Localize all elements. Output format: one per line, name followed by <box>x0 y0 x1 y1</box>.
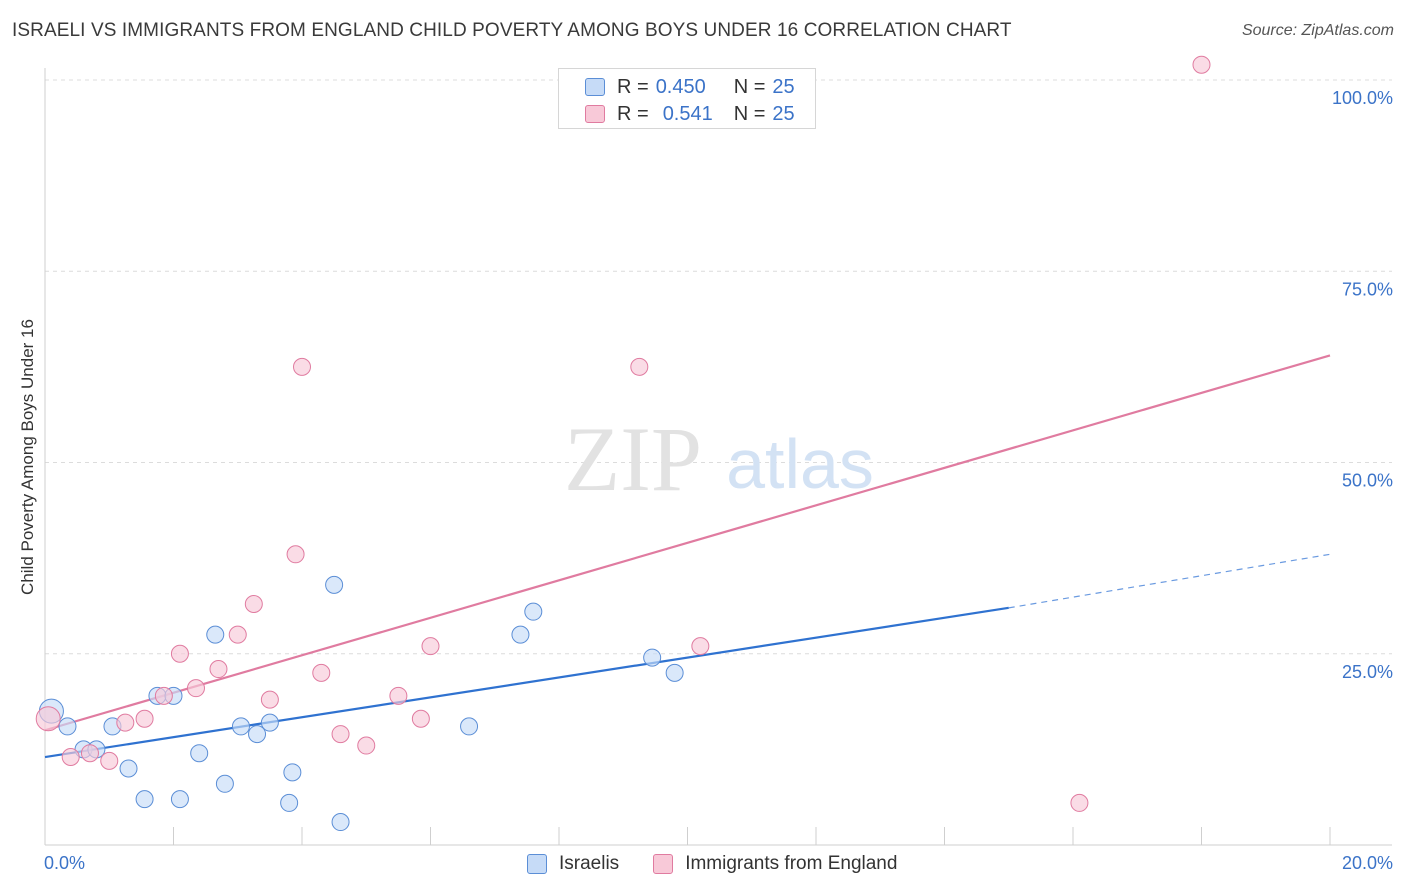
england-point <box>228 625 247 644</box>
n-value: 25 <box>772 102 795 125</box>
england-point <box>100 751 119 770</box>
legend-label-israelis: Israelis <box>559 853 620 874</box>
israelis-point <box>643 648 662 667</box>
grid-lines <box>45 79 1392 655</box>
england-point <box>331 725 350 744</box>
england-point <box>35 706 61 732</box>
y-tick-label-25: 25.0% <box>1342 662 1393 682</box>
legend-item-england: Immigrants from England <box>653 853 897 875</box>
israelis-point <box>280 793 299 812</box>
israelis-legend-swatch <box>527 854 547 874</box>
watermark-zip: ZIP <box>564 408 702 510</box>
x-tick-label-min: 0.0% <box>44 853 85 873</box>
r-value: 0.450 <box>655 75 706 98</box>
england-point <box>286 545 305 564</box>
r-label: R = <box>617 75 649 98</box>
israelis-point <box>231 717 250 736</box>
england-swatch <box>585 105 605 123</box>
stats-legend: R = 0.450 N = 25 R = 0.541 N = 25 <box>558 68 816 129</box>
legend-label-england: Immigrants from England <box>685 853 898 874</box>
england-point <box>411 709 430 728</box>
england-point <box>357 736 376 755</box>
data-points <box>35 55 1211 832</box>
england-point <box>154 686 173 705</box>
england-point <box>186 679 205 698</box>
england-point <box>293 357 311 376</box>
trend-line-england <box>44 354 1331 732</box>
n-label: N = <box>733 75 766 98</box>
tick-labels: 25.0% 50.0% 75.0% 100.0% 0.0% 20.0% <box>44 88 1393 873</box>
israelis-point <box>524 602 543 621</box>
israelis-point <box>190 744 209 763</box>
stats-row-england: R = 0.541 N = 25 <box>585 102 795 126</box>
source-label: Source: ZipAtlas.com <box>1241 22 1394 39</box>
england-point <box>80 744 99 763</box>
r-label: R = <box>617 102 649 125</box>
legend-item-israelis: Israelis <box>527 853 619 875</box>
israelis-point <box>665 663 684 682</box>
israelis-point <box>511 625 530 644</box>
israelis-point <box>331 813 350 832</box>
series-legend: Israelis Immigrants from England <box>527 852 931 876</box>
y-tick-label-100: 100.0% <box>1332 88 1393 108</box>
england-point <box>389 686 408 705</box>
trend-line-israelis <box>44 606 1009 759</box>
r-value: 0.541 <box>662 102 713 125</box>
y-tick-label-75: 75.0% <box>1342 279 1393 299</box>
israelis-point <box>460 717 479 736</box>
england-point <box>421 637 440 656</box>
israelis-point <box>135 790 154 809</box>
israelis-swatch <box>585 78 605 96</box>
england-point <box>312 663 331 682</box>
england-point <box>116 713 135 732</box>
israelis-point <box>119 759 138 778</box>
watermark-atlas: atlas <box>726 425 874 503</box>
england-point <box>691 637 710 656</box>
stats-row-israelis: R = 0.450 N = 25 <box>585 75 795 99</box>
trend-line-israelis-extension <box>1008 553 1331 609</box>
trend-lines <box>44 354 1331 759</box>
england-point <box>209 660 228 679</box>
israelis-point <box>58 717 77 736</box>
n-label: N = <box>733 102 766 125</box>
israelis-point <box>260 713 279 732</box>
israelis-point <box>283 763 302 782</box>
england-point <box>61 748 80 767</box>
israelis-point <box>215 774 234 793</box>
england-legend-swatch <box>653 854 674 874</box>
n-value: 25 <box>772 75 795 98</box>
england-point <box>244 595 263 614</box>
chart-title: ISRAELI VS IMMIGRANTS FROM ENGLAND CHILD… <box>12 20 1012 41</box>
england-point <box>1192 55 1211 74</box>
x-tick-label-max: 20.0% <box>1342 853 1393 873</box>
israelis-point <box>206 625 225 644</box>
england-point <box>135 709 154 728</box>
israelis-point <box>170 790 189 809</box>
england-point <box>630 357 649 376</box>
england-point <box>1070 793 1089 812</box>
watermark: ZIP atlas <box>564 408 874 510</box>
england-point <box>260 690 279 709</box>
england-point <box>170 644 189 663</box>
israelis-point <box>325 575 344 594</box>
israelis-point <box>248 725 267 744</box>
y-tick-label-50: 50.0% <box>1342 471 1393 491</box>
